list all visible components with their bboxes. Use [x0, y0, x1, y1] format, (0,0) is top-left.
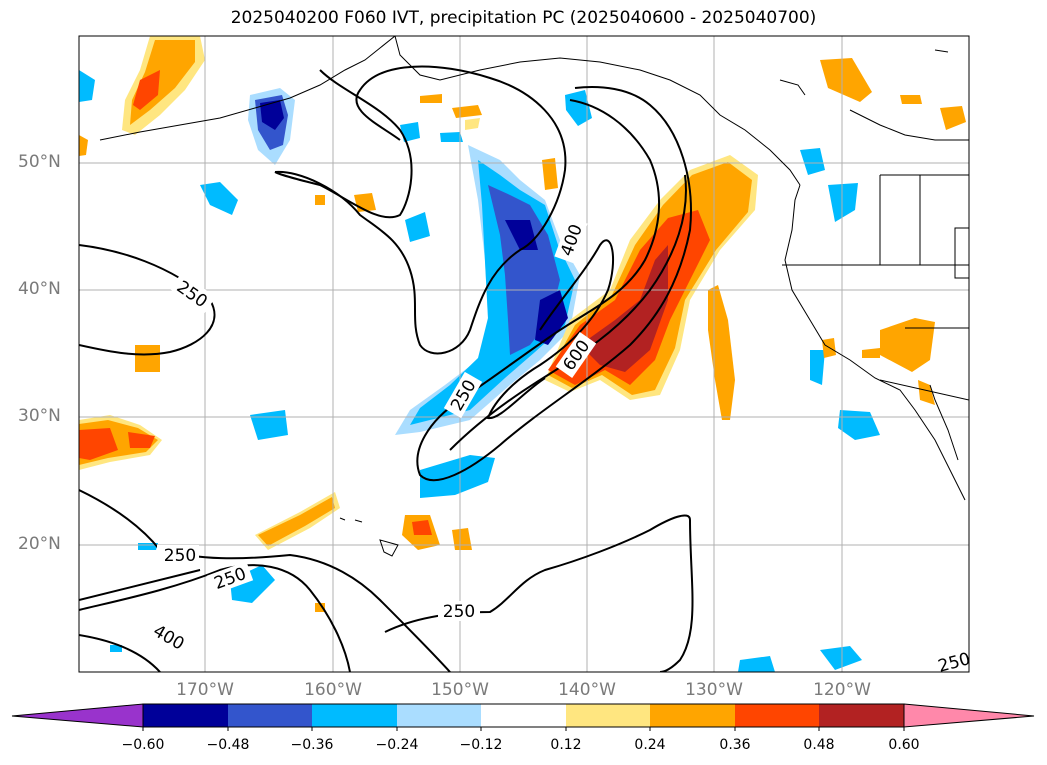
colorbar-tick-label: −0.36	[290, 737, 334, 753]
lon-label-120w: 120°W	[813, 680, 871, 700]
colorbar	[11, 703, 1035, 731]
lat-label-50n: 50°N	[18, 152, 61, 172]
colorbar-segment	[228, 704, 312, 727]
colorbar-tick-label: 0.24	[634, 737, 666, 753]
lon-label-130w: 130°W	[685, 680, 743, 700]
colorbar-segment	[481, 704, 566, 727]
map-frame	[78, 35, 970, 673]
colorbar-tick-label: 0.36	[719, 737, 751, 753]
contour-label: 250	[936, 649, 973, 677]
colorbar-segment	[735, 704, 819, 727]
colorbar-segment	[566, 704, 650, 727]
colorbar-segment	[650, 704, 735, 727]
colorbar-tick-label: −0.12	[459, 737, 503, 753]
lon-label-150w: 150°W	[431, 680, 489, 700]
colorbar-tick-label: 0.48	[803, 737, 835, 753]
ivt-contours	[79, 65, 969, 672]
colorbar-lower-extension	[11, 703, 144, 728]
lon-label-140w: 140°W	[558, 680, 616, 700]
colorbar-segment	[397, 704, 481, 727]
map-plot-area: 250 250 250 250 250 400 400 600 250	[79, 36, 973, 677]
colorbar-tick-label: −0.48	[206, 737, 250, 753]
colorbar-tick-label: 0.12	[550, 737, 582, 753]
colorbar-tick-label: −0.24	[375, 737, 419, 753]
contour-label: 250	[443, 602, 475, 622]
colorbar-upper-extension	[903, 703, 1035, 728]
lat-label-30n: 30°N	[18, 406, 61, 426]
contour-label: 400	[557, 222, 587, 259]
colorbar-segment	[143, 704, 228, 727]
lat-label-20n: 20°N	[18, 534, 61, 554]
contour-label: 250	[164, 546, 196, 566]
colorbar-tick-label: 0.60	[888, 737, 920, 753]
colorbar-frame	[142, 703, 905, 728]
colorbar-segment	[819, 704, 904, 727]
colorbar-tick-marks	[142, 727, 905, 731]
lon-label-170w: 170°W	[176, 680, 234, 700]
contour-labels: 250 250 250 250 250 400 400 600 250	[145, 216, 973, 677]
lat-label-40n: 40°N	[18, 279, 61, 299]
colorbar-tick-label: −0.60	[121, 737, 165, 753]
map-title: 2025040200 F060 IVT, precipitation PC (2…	[230, 8, 817, 28]
lon-label-160w: 160°W	[304, 680, 362, 700]
colorbar-segment	[312, 704, 397, 727]
coastlines	[99, 36, 969, 557]
